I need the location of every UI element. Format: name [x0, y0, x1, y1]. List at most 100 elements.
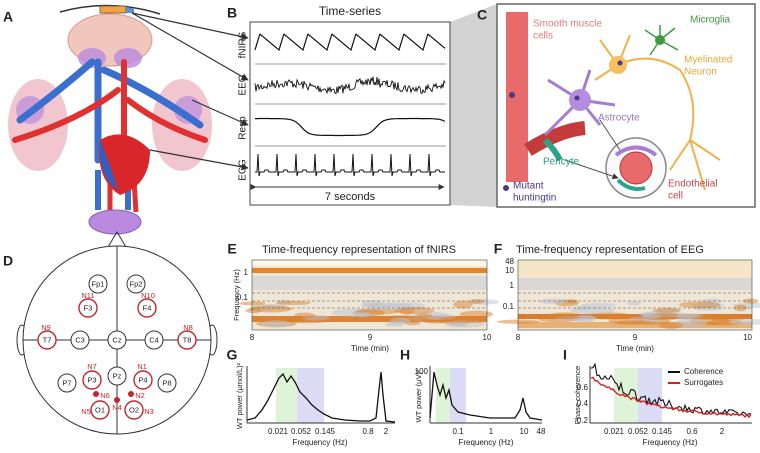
tick-label: 10 [483, 333, 492, 342]
tick-label: 9 [633, 333, 638, 342]
electrode [78, 298, 98, 318]
electrode [157, 373, 177, 393]
heat-blob [353, 311, 371, 318]
electrode [177, 330, 197, 350]
electrode [137, 298, 157, 318]
tick-label: 10 [505, 266, 514, 275]
node-label: N4 [112, 403, 122, 412]
node-label: N6 [100, 391, 110, 400]
heat-blob [652, 308, 681, 313]
electrode [37, 330, 57, 350]
cell-label: Smooth muscle [533, 19, 602, 30]
axis-label: Phase coherence [573, 366, 582, 424]
band-shade [436, 368, 450, 423]
heat-blob [729, 318, 760, 326]
tick-label: 0.145 [652, 427, 673, 436]
aggregate [574, 95, 580, 101]
cell-label: huntingtin [513, 193, 556, 204]
heat-blob [548, 312, 582, 320]
heat-band [252, 268, 487, 273]
electrode [144, 330, 164, 350]
electrode-label: T8 [183, 335, 192, 344]
node-label: N7 [87, 362, 97, 371]
heat-band [518, 322, 752, 328]
tick-label: 0.145 [315, 427, 336, 436]
heat-blob [239, 301, 266, 306]
electrode-label: Fp1 [92, 279, 105, 288]
heat-blob [275, 301, 311, 306]
tick-label: 0.021 [268, 427, 289, 436]
heat-blob [468, 298, 484, 304]
duration-label: 7 seconds [325, 191, 376, 203]
electrode-label: C3 [75, 335, 85, 344]
nose [107, 231, 127, 248]
axis-label: Time (min) [351, 344, 389, 353]
electrode [57, 373, 77, 393]
heat-blob [459, 310, 494, 318]
tick-label: 10 [520, 427, 529, 436]
heat-frame [517, 259, 753, 331]
pointer [564, 119, 620, 178]
channel-label: fNIRS [238, 31, 249, 58]
heat-blob [389, 317, 411, 325]
microglia-body [655, 35, 665, 45]
heart-right [99, 140, 118, 190]
electrode-label: P7 [62, 378, 71, 387]
tick-label: 2 [720, 427, 725, 436]
neuron-cell [594, 34, 721, 191]
tick-label: 0.6 [686, 427, 698, 436]
heat-blob [539, 298, 569, 305]
heat-blob [679, 301, 721, 309]
arrow [131, 12, 249, 41]
astrocyte-body [569, 89, 591, 111]
axis-label: Frequency (Hz) [642, 438, 697, 447]
cell-label: cell [668, 191, 683, 202]
microglia-cell [644, 25, 679, 56]
tick-label: 0.2 [577, 416, 589, 425]
fnirs-trace [254, 33, 446, 52]
heat-blob [642, 313, 662, 319]
heat-band [518, 278, 752, 290]
channel-label: Resp [238, 116, 249, 140]
electrode [107, 366, 127, 386]
cell-label: Pericyte [543, 157, 580, 168]
heat-blob [453, 300, 473, 309]
axis-label: Frequency (Hz) [458, 438, 513, 447]
heat-blob [581, 302, 617, 308]
panel-letter: A [3, 9, 13, 25]
zoom-connector [450, 4, 497, 207]
heat-frame [251, 259, 488, 331]
node-label: N8 [183, 323, 193, 332]
heat-blob [496, 319, 541, 324]
panel-letter: D [3, 253, 13, 269]
heat-blob [394, 307, 435, 314]
heat-blob [436, 316, 475, 325]
power-curve [429, 371, 543, 421]
anatomy-illustration [8, 4, 212, 235]
electrode-label: P4 [138, 375, 147, 384]
electrode [70, 330, 90, 350]
electrode-label: O2 [129, 405, 139, 414]
electrode-label: Cz [112, 335, 121, 344]
pericyte-cell [542, 137, 563, 162]
neuron-body [609, 56, 627, 74]
power-curve [246, 371, 396, 423]
coherence-curve [590, 362, 752, 417]
panel-letter: B [227, 5, 237, 21]
surrogate-curve [590, 376, 752, 419]
cell-label: Endothelial [668, 179, 717, 190]
node-label: N1 [137, 362, 147, 371]
astrocyte-cell [543, 69, 616, 137]
aggregate [509, 92, 515, 98]
heat-blob [261, 320, 292, 328]
panel-letter: C [477, 7, 487, 23]
node-dot [114, 397, 120, 403]
arrow [191, 99, 249, 126]
channel-label: EEG [238, 74, 249, 95]
band-shade [276, 368, 297, 423]
vessel [506, 12, 528, 182]
veins [16, 58, 204, 164]
tick-label: 0.8 [362, 427, 374, 436]
headband [59, 4, 161, 15]
